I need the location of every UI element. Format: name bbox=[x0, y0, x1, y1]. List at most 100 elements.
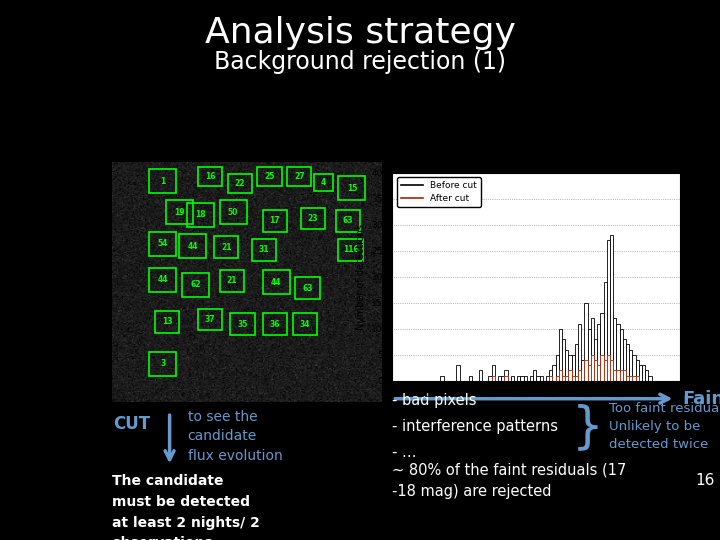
Bar bbox=[616, 323, 620, 381]
Text: 1: 1 bbox=[161, 177, 166, 186]
Bar bbox=[607, 240, 610, 381]
Text: 37: 37 bbox=[204, 315, 215, 324]
Bar bbox=[252, 239, 276, 260]
Text: CUT: CUT bbox=[114, 415, 150, 433]
Text: 27: 27 bbox=[294, 172, 305, 181]
Bar bbox=[479, 370, 482, 381]
Text: 16: 16 bbox=[205, 172, 215, 181]
Bar bbox=[616, 370, 620, 381]
Bar bbox=[565, 349, 568, 381]
Text: 23: 23 bbox=[307, 214, 318, 223]
Bar bbox=[492, 365, 495, 381]
Bar bbox=[287, 167, 312, 186]
Text: 54: 54 bbox=[158, 239, 168, 248]
Text: 34: 34 bbox=[300, 320, 310, 329]
Bar bbox=[228, 174, 252, 193]
Bar bbox=[301, 208, 325, 230]
X-axis label: Magnitude (mag): Magnitude (mag) bbox=[494, 405, 579, 415]
Bar bbox=[607, 355, 610, 381]
Bar bbox=[198, 167, 222, 186]
Bar bbox=[636, 375, 639, 381]
Bar bbox=[338, 239, 363, 260]
Text: Background rejection (1): Background rejection (1) bbox=[214, 50, 506, 74]
Text: 4: 4 bbox=[321, 178, 326, 187]
Bar bbox=[581, 360, 585, 381]
Text: ~ 80% of the faint residuals (17
-18 mag) are rejected: ~ 80% of the faint residuals (17 -18 mag… bbox=[392, 463, 627, 499]
Text: 18: 18 bbox=[195, 211, 206, 219]
Bar bbox=[549, 375, 552, 381]
Bar bbox=[629, 375, 632, 381]
Text: 35: 35 bbox=[238, 320, 248, 329]
Bar bbox=[523, 375, 527, 381]
Bar bbox=[613, 370, 616, 381]
Bar bbox=[469, 375, 472, 381]
Bar bbox=[549, 370, 552, 381]
Text: 22: 22 bbox=[235, 179, 245, 188]
Bar bbox=[536, 375, 539, 381]
Bar bbox=[562, 339, 565, 381]
Text: 16: 16 bbox=[696, 473, 715, 488]
Bar bbox=[501, 375, 505, 381]
Text: 44: 44 bbox=[187, 241, 198, 251]
Bar bbox=[456, 365, 459, 381]
Text: 31: 31 bbox=[259, 245, 269, 254]
Bar bbox=[314, 174, 333, 191]
Bar bbox=[620, 370, 623, 381]
Bar bbox=[150, 352, 176, 376]
Text: The candidate
must be detected
at least 2 nights/ 2
observations: The candidate must be detected at least … bbox=[112, 475, 259, 540]
Bar bbox=[568, 355, 572, 381]
Text: 63: 63 bbox=[343, 217, 353, 225]
Bar bbox=[572, 375, 575, 381]
Bar bbox=[150, 232, 176, 256]
Text: 13: 13 bbox=[162, 318, 172, 326]
Bar bbox=[492, 375, 495, 381]
Bar bbox=[336, 210, 360, 232]
Text: 50: 50 bbox=[228, 208, 238, 217]
Text: 21: 21 bbox=[221, 243, 232, 252]
Bar bbox=[150, 169, 176, 193]
Bar bbox=[488, 375, 492, 381]
Bar bbox=[441, 375, 444, 381]
Bar bbox=[559, 370, 562, 381]
Bar bbox=[626, 345, 629, 381]
Bar bbox=[215, 237, 238, 258]
Text: 63: 63 bbox=[302, 284, 312, 293]
Bar bbox=[155, 311, 179, 333]
Text: Fainter: Fainter bbox=[683, 390, 720, 408]
Text: 3: 3 bbox=[161, 359, 166, 368]
Bar bbox=[585, 360, 588, 381]
Bar bbox=[530, 375, 534, 381]
Bar bbox=[578, 370, 581, 381]
Text: 36: 36 bbox=[270, 320, 280, 329]
Text: }: } bbox=[572, 403, 603, 451]
Bar bbox=[517, 375, 521, 381]
Text: 116: 116 bbox=[343, 245, 359, 254]
Bar bbox=[556, 355, 559, 381]
Bar bbox=[649, 375, 652, 381]
Bar bbox=[498, 375, 501, 381]
Legend: Before cut, After cut: Before cut, After cut bbox=[397, 177, 481, 207]
Bar bbox=[626, 375, 629, 381]
Bar bbox=[600, 313, 603, 381]
Bar bbox=[610, 360, 613, 381]
Bar bbox=[556, 375, 559, 381]
Text: 19: 19 bbox=[174, 208, 184, 217]
Bar bbox=[591, 319, 594, 381]
Text: Analysis strategy: Analysis strategy bbox=[204, 16, 516, 50]
Bar bbox=[594, 339, 597, 381]
Bar bbox=[534, 370, 536, 381]
Bar bbox=[179, 234, 206, 258]
Bar bbox=[632, 355, 636, 381]
Bar bbox=[575, 345, 578, 381]
Bar bbox=[198, 308, 222, 330]
Bar bbox=[220, 270, 244, 292]
Text: 44: 44 bbox=[271, 278, 282, 287]
Bar bbox=[623, 370, 626, 381]
Bar bbox=[230, 313, 255, 335]
Bar bbox=[585, 303, 588, 381]
Text: 25: 25 bbox=[264, 172, 275, 181]
Bar bbox=[263, 210, 287, 232]
Bar bbox=[578, 323, 581, 381]
Bar bbox=[600, 355, 603, 381]
Bar bbox=[521, 375, 523, 381]
